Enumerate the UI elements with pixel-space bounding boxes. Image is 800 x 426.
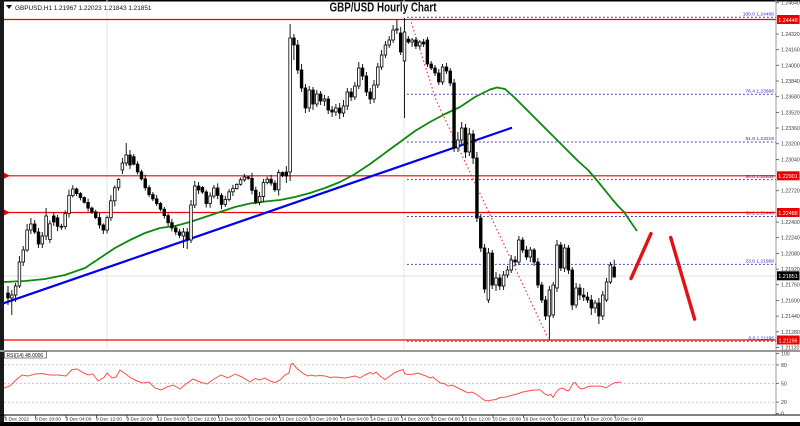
svg-text:1.23200: 1.23200: [781, 142, 800, 148]
svg-text:12 Dec 20:00: 12 Dec 20:00: [218, 417, 247, 423]
svg-text:1.21280: 1.21280: [781, 330, 800, 336]
svg-text:0: 0: [781, 412, 784, 418]
svg-text:1.23840: 1.23840: [781, 79, 800, 85]
svg-text:100.0 1.24468: 100.0 1.24468: [743, 12, 775, 18]
svg-text:61.8 1.23218: 61.8 1.23218: [745, 136, 774, 142]
svg-text:23.6 1.21968: 23.6 1.21968: [745, 259, 774, 265]
svg-text:1.23680: 1.23680: [781, 95, 800, 101]
svg-text:1.24640: 1.24640: [781, 1, 800, 7]
svg-text:15 Dec 04:00: 15 Dec 04:00: [432, 417, 461, 423]
svg-text:RSI(14) 48.0006: RSI(14) 48.0006: [7, 353, 44, 359]
svg-text:GBP/USD Hourly Chart: GBP/USD Hourly Chart: [330, 1, 438, 15]
svg-text:16 Dec 04:00: 16 Dec 04:00: [523, 417, 552, 423]
svg-text:16 Dec 12:00: 16 Dec 12:00: [554, 417, 583, 423]
svg-text:8 Dec 2022: 8 Dec 2022: [5, 417, 30, 423]
svg-text:1.24000: 1.24000: [781, 63, 800, 69]
svg-text:38.2 1.22446: 38.2 1.22446: [745, 211, 774, 217]
svg-text:1.21920: 1.21920: [781, 267, 800, 273]
svg-text:9 Dec 04:00: 9 Dec 04:00: [66, 417, 92, 423]
svg-text:100: 100: [781, 352, 790, 358]
svg-text:1.24448: 1.24448: [778, 18, 798, 24]
svg-text:14 Dec 12:00: 14 Dec 12:00: [371, 417, 400, 423]
svg-text:0.0 1.21196: 0.0 1.21196: [749, 336, 775, 342]
svg-text:1.21196: 1.21196: [778, 338, 797, 344]
svg-text:50: 50: [781, 381, 787, 387]
svg-text:50.0 1.22832: 50.0 1.22832: [745, 174, 774, 180]
svg-text:1.21120: 1.21120: [781, 345, 799, 351]
svg-text:16 Dec 20:00: 16 Dec 20:00: [584, 417, 613, 423]
svg-text:15 Dec 20:00: 15 Dec 20:00: [493, 417, 522, 423]
svg-text:1.21600: 1.21600: [781, 298, 800, 304]
svg-text:19 Dec 04:00: 19 Dec 04:00: [615, 417, 644, 423]
svg-text:1.21760: 1.21760: [781, 283, 800, 289]
svg-text:14 Dec 20:00: 14 Dec 20:00: [401, 417, 430, 423]
svg-text:1.23520: 1.23520: [781, 110, 800, 116]
svg-text:15 Dec 12:00: 15 Dec 12:00: [462, 417, 491, 423]
svg-text:1.22488: 1.22488: [778, 211, 798, 217]
svg-text:1.21851: 1.21851: [778, 274, 798, 280]
svg-text:8 Dec 20:00: 8 Dec 20:00: [35, 417, 61, 423]
svg-text:1.21440: 1.21440: [781, 314, 800, 320]
svg-text:76.4 1.23696: 76.4 1.23696: [745, 88, 774, 94]
svg-text:20: 20: [781, 400, 787, 406]
svg-text:1.22080: 1.22080: [781, 251, 800, 257]
svg-text:1.22720: 1.22720: [781, 189, 800, 195]
svg-text:1.24320: 1.24320: [781, 32, 800, 38]
svg-text:1.23360: 1.23360: [781, 126, 800, 132]
svg-text:13 Dec 20:00: 13 Dec 20:00: [310, 417, 339, 423]
svg-text:12 Dec 04:00: 12 Dec 04:00: [157, 417, 186, 423]
svg-text:9 Dec 12:00: 9 Dec 12:00: [96, 417, 122, 423]
svg-text:9 Dec 20:00: 9 Dec 20:00: [127, 417, 153, 423]
svg-text:1.22400: 1.22400: [781, 220, 800, 226]
svg-text:12 Dec 12:00: 12 Dec 12:00: [188, 417, 217, 423]
svg-text:1.22901: 1.22901: [778, 174, 798, 180]
svg-text:13 Dec 04:00: 13 Dec 04:00: [249, 417, 278, 423]
svg-text:1.24160: 1.24160: [781, 48, 800, 54]
svg-text:14 Dec 04:00: 14 Dec 04:00: [340, 417, 369, 423]
svg-text:1.22240: 1.22240: [781, 236, 800, 242]
svg-text:1.23040: 1.23040: [781, 157, 800, 163]
svg-text:80: 80: [781, 363, 787, 369]
svg-text:GBPUSD,H1 1.21967 1.22023 1.2: GBPUSD,H1 1.21967 1.22023 1.21843 1.2185…: [15, 5, 152, 12]
svg-text:13 Dec 12:00: 13 Dec 12:00: [279, 417, 308, 423]
